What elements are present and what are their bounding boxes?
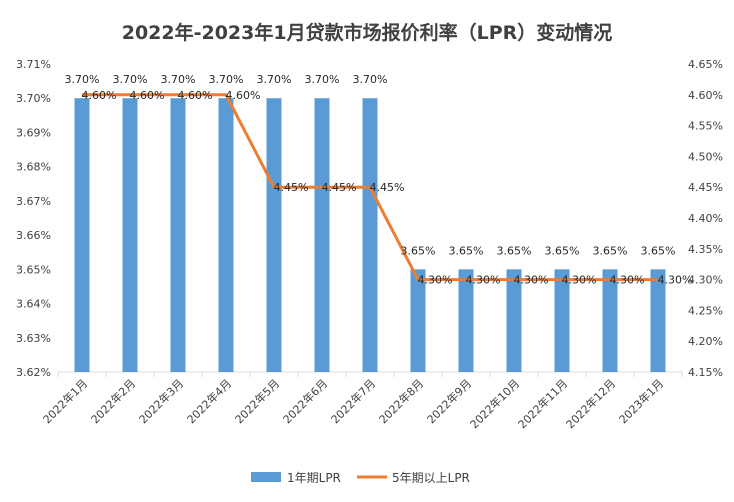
y-left-tick-label: 3.71%	[16, 58, 51, 71]
y-left-tick-label: 3.65%	[16, 263, 51, 276]
bar[interactable]	[506, 269, 522, 372]
line-data-label: 4.30%	[562, 274, 597, 287]
bar[interactable]	[554, 269, 570, 372]
line-data-label: 4.30%	[658, 274, 693, 287]
line-data-label: 4.30%	[514, 274, 549, 287]
bar[interactable]	[218, 98, 234, 372]
bar-data-label: 3.70%	[209, 73, 244, 86]
x-tick-label: 2022年2月	[88, 376, 138, 426]
y-left-tick-label: 3.64%	[16, 298, 51, 311]
y-left-tick-label: 3.63%	[16, 332, 51, 345]
y-right-tick-label: 4.35%	[688, 243, 723, 256]
legend-line-label: 5年期以上LPR	[392, 471, 470, 485]
y-right-tick-label: 4.25%	[688, 304, 723, 317]
line-data-label: 4.60%	[226, 89, 261, 102]
bar-data-label: 3.70%	[161, 73, 196, 86]
y-right-tick-label: 4.50%	[688, 150, 723, 163]
x-tick-label: 2022年9月	[424, 376, 474, 426]
x-tick-label: 2022年5月	[232, 376, 282, 426]
data-labels: 3.70% 3.70% 3.70% 3.70% 3.70% 3.70% 3.70% 3.65%…	[65, 73, 693, 286]
line-data-label: 4.60%	[130, 89, 165, 102]
x-tick-label: 2022年6月	[280, 376, 330, 426]
x-tick-label: 2022年11月	[515, 376, 570, 431]
legend[interactable]: 1年期LPR 5年期以上LPR	[251, 471, 470, 485]
bar-data-label: 3.65%	[401, 244, 436, 257]
line-data-label: 4.30%	[418, 274, 453, 287]
bar[interactable]	[170, 98, 186, 372]
x-tick-label: 2022年1月	[40, 376, 90, 426]
bar-data-label: 3.65%	[593, 244, 628, 257]
y-right-tick-label: 4.40%	[688, 212, 723, 225]
bar[interactable]	[314, 98, 330, 372]
bar-series	[74, 98, 666, 372]
bar-data-label: 3.65%	[497, 244, 532, 257]
x-tick-label: 2022年3月	[136, 376, 186, 426]
bar[interactable]	[266, 98, 282, 372]
bar[interactable]	[122, 98, 138, 372]
bar[interactable]	[362, 98, 378, 372]
bar-data-label: 3.70%	[353, 73, 388, 86]
legend-bar-label: 1年期LPR	[287, 471, 341, 485]
y-right-tick-label: 4.65%	[688, 58, 723, 71]
y-left-tick-label: 3.62%	[16, 366, 51, 379]
x-tick-label: 2022年7月	[328, 376, 378, 426]
bar[interactable]	[650, 269, 666, 372]
bar-data-label: 3.70%	[113, 73, 148, 86]
bar[interactable]	[602, 269, 618, 372]
line-data-label: 4.45%	[274, 181, 309, 194]
line-data-label: 4.60%	[178, 89, 213, 102]
y-left-tick-label: 3.68%	[16, 161, 51, 174]
bar-data-label: 3.65%	[545, 244, 580, 257]
line-data-label: 4.60%	[82, 89, 117, 102]
bar[interactable]	[410, 269, 426, 372]
bar-data-label: 3.70%	[257, 73, 292, 86]
bar-data-label: 3.70%	[65, 73, 100, 86]
x-tick-label: 2023年1月	[616, 376, 666, 426]
y-right-tick-label: 4.15%	[688, 366, 723, 379]
line-data-label: 4.45%	[322, 181, 357, 194]
legend-bar-swatch	[251, 472, 281, 482]
bar-data-label: 3.65%	[449, 244, 484, 257]
y-right-tick-label: 4.60%	[688, 89, 723, 102]
y-left-tick-label: 3.66%	[16, 229, 51, 242]
x-tick-label: 2022年4月	[184, 376, 234, 426]
line-data-label: 4.30%	[610, 274, 645, 287]
line-series	[82, 93, 658, 282]
y-left-tick-label: 3.70%	[16, 92, 51, 105]
y-right-tick-label: 4.55%	[688, 120, 723, 133]
x-tick-label: 2022年8月	[376, 376, 426, 426]
y-right-tick-label: 4.45%	[688, 181, 723, 194]
bar[interactable]	[458, 269, 474, 372]
bar[interactable]	[74, 98, 90, 372]
chart-title: 2022年-2023年1月贷款市场报价利率（LPR）变动情况	[122, 21, 613, 44]
x-tick-label: 2022年10月	[467, 376, 522, 431]
line-data-label: 4.45%	[370, 181, 405, 194]
bar-data-label: 3.70%	[305, 73, 340, 86]
y-right-tick-label: 4.30%	[688, 274, 723, 287]
y-left-tick-label: 3.69%	[16, 126, 51, 139]
line-path[interactable]	[82, 93, 658, 282]
x-tick-label: 2022年12月	[563, 376, 618, 431]
bar-data-label: 3.65%	[641, 244, 676, 257]
y-right-tick-label: 4.20%	[688, 335, 723, 348]
line-data-label: 4.30%	[466, 274, 501, 287]
y-left-tick-label: 3.67%	[16, 195, 51, 208]
